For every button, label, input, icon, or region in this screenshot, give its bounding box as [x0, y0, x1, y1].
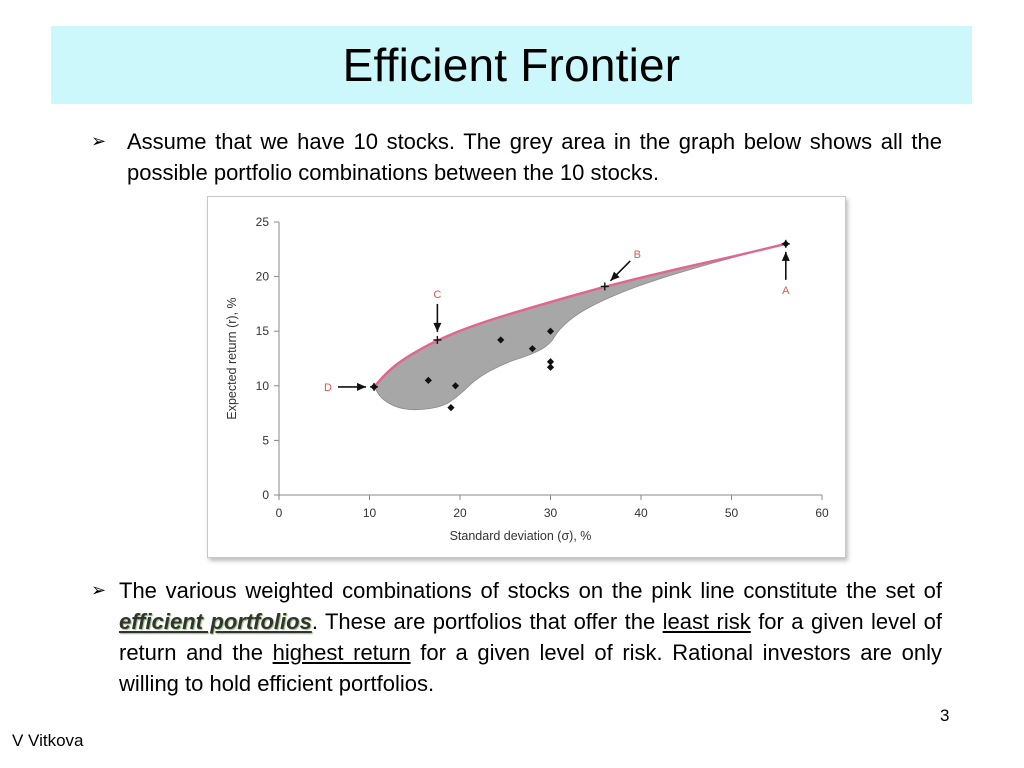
y-axis-label: Expected return (r), % [225, 297, 239, 419]
efficient-portfolios-term: efficient portfolios [119, 609, 312, 634]
portfolio-label: C [433, 289, 441, 301]
portfolio-label: D [324, 382, 332, 394]
author-name: V Vitkova [12, 731, 84, 750]
portfolio-arrow-head [781, 251, 790, 261]
x-tick-label: 60 [815, 506, 829, 520]
bullet-text-part: The various weighted combinations of sto… [119, 578, 942, 603]
y-tick-label: 5 [262, 433, 269, 447]
stock-marker [546, 363, 555, 371]
x-tick-label: 40 [634, 506, 648, 520]
bullet-arrow-icon: ➢ [91, 580, 107, 600]
x-tick-label: 30 [544, 506, 558, 520]
stock-marker [528, 345, 536, 353]
stock-marker [546, 358, 555, 366]
bullet-arrow-icon: ➢ [91, 131, 107, 151]
least-risk-term: least risk [662, 609, 751, 634]
portfolio-arrow-head [433, 322, 442, 332]
portfolio-label: A [782, 285, 790, 297]
y-tick-label: 0 [262, 488, 269, 502]
bullet-assumption-text: Assume that we have 10 stocks. The grey … [127, 129, 942, 185]
x-tick-label: 20 [453, 506, 467, 520]
y-tick-label: 15 [256, 324, 270, 338]
chart-canvas: 0 10 20 30 40 50 60 0 5 10 15 20 25 Standard deviatio… [225, 215, 829, 543]
x-tick-label: 10 [363, 506, 377, 520]
x-tick-label: 0 [276, 506, 283, 520]
y-tick-label: 20 [256, 270, 270, 284]
portfolio-arrow-head [357, 382, 367, 391]
efficient-frontier-line [373, 242, 787, 388]
x-axis-label: Standard deviation (σ), % [450, 529, 592, 543]
highest-return-term: highest return [272, 640, 411, 665]
stock-marker [447, 404, 455, 412]
y-tick-label: 25 [256, 215, 270, 229]
feasible-area [373, 247, 771, 411]
stock-marker [497, 336, 505, 344]
bullet-text-part: for a given level of return and the [119, 609, 942, 665]
efficient-frontier-chart: 0 10 20 30 40 50 60 0 5 10 15 20 25 Standard deviatio… [207, 196, 846, 558]
x-tick-label: 50 [725, 506, 739, 520]
stock-marker [546, 327, 555, 335]
slide-number: 3 [940, 706, 950, 725]
bullet-text-part: . These are portfolios that offer the [311, 609, 663, 634]
bullet-assumption: Assume that we have 10 stocks. The grey … [127, 126, 942, 188]
portfolio-label: B [634, 249, 641, 261]
portfolio-arrow-head [610, 271, 620, 281]
bullet-efficient-portfolios: The various weighted combinations of sto… [119, 575, 942, 699]
bullet-text-part: for a given level of risk. Rational inve… [119, 640, 942, 696]
title-band: Efficient Frontier [51, 26, 972, 104]
slide-title: Efficient Frontier [342, 39, 681, 91]
y-tick-label: 10 [256, 379, 270, 393]
